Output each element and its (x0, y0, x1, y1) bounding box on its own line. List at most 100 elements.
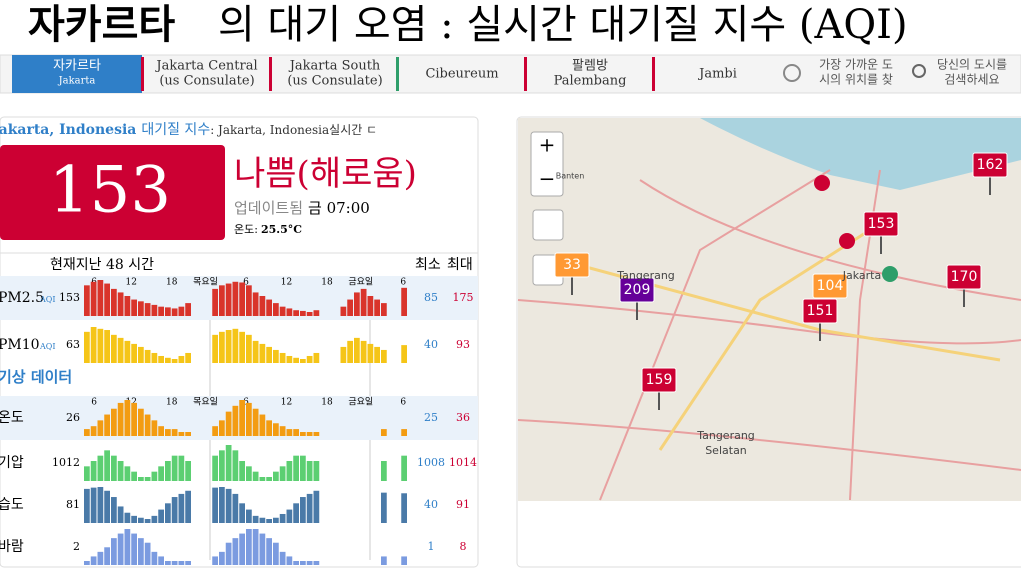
spark-bar (300, 455, 306, 481)
spark-bar (367, 343, 374, 363)
spark-bar (239, 533, 245, 565)
max-label: 최대 (447, 257, 473, 273)
spark-bar (165, 561, 171, 565)
spark-bar (374, 299, 380, 316)
marker[interactable] (812, 273, 848, 299)
spark-bar (286, 461, 293, 481)
spark-bar (151, 304, 158, 316)
spark-bar (144, 477, 151, 481)
spark-bar (144, 414, 151, 436)
time-label: 금요일 (348, 397, 373, 408)
spark-bar (104, 414, 110, 436)
spark-bar (90, 426, 97, 436)
spark-bar (273, 303, 279, 316)
spark-bar (286, 308, 293, 316)
spark-bar (279, 513, 286, 523)
spark-bar (219, 487, 225, 523)
tab-label[interactable]: Jakarta South (288, 59, 381, 74)
zoom-out[interactable]: − (539, 167, 556, 191)
map[interactable] (518, 118, 1021, 501)
tab-sub[interactable]: (us Consulate) (159, 74, 254, 89)
search-text[interactable]: 당신의 도시를 (937, 58, 1007, 72)
spark-bar (306, 493, 313, 523)
locate-text[interactable]: 가장 가까운 도 (819, 58, 893, 72)
spark-bar (111, 408, 117, 436)
spark-bar (252, 408, 259, 436)
spark-bar (178, 432, 185, 436)
marker[interactable] (619, 277, 655, 303)
marker[interactable] (554, 252, 590, 278)
tab-label[interactable]: 팔렘방 (572, 59, 608, 74)
header-part: 대기질 지수 (141, 122, 210, 138)
spark-bar (401, 556, 407, 565)
row-current: 26 (66, 411, 80, 424)
time-label: 18 (166, 398, 178, 408)
row-name: 습도 (0, 497, 24, 513)
tab-sub[interactable]: Jakarta (58, 76, 96, 87)
spark-bar (266, 346, 272, 363)
spark-bar (171, 308, 178, 316)
time-label: 12 (281, 278, 292, 288)
spark-bar (151, 471, 158, 481)
spark-bar (246, 509, 252, 523)
spark-bar (111, 455, 117, 481)
marker[interactable] (946, 264, 982, 290)
spark-bar (124, 512, 131, 523)
row-name: 기압 (0, 455, 24, 471)
spark-bar (104, 547, 110, 565)
fullscreen[interactable] (532, 209, 564, 241)
marker[interactable] (972, 152, 1008, 178)
update-time: 금 07:00 (308, 199, 370, 217)
spark-bar (293, 429, 299, 436)
marker-value: 162 (977, 157, 1004, 173)
tab-label[interactable]: Jakarta Central (154, 59, 257, 74)
spark-bar (151, 420, 158, 436)
spark-bar (239, 461, 245, 481)
station-dot[interactable] (839, 233, 855, 249)
spark-bar (144, 303, 151, 316)
time-label: 6 (400, 278, 406, 288)
search-text[interactable]: 검색하세요 (944, 73, 999, 87)
station-dot[interactable] (882, 266, 898, 282)
tab-sub[interactable]: (us Consulate) (287, 74, 382, 89)
zoom-in[interactable]: + (539, 133, 556, 157)
spark-bar (340, 346, 347, 363)
tab-label[interactable]: Jambi (697, 67, 737, 82)
tab-divider (652, 57, 655, 91)
marker[interactable] (641, 367, 677, 393)
zoom-control[interactable] (530, 131, 564, 197)
spark-bar (313, 310, 320, 316)
update-line: 업데이트됨 금 07:00 (234, 199, 370, 217)
tab-sub[interactable]: Palembang (554, 74, 627, 89)
spark-bar (286, 355, 293, 363)
spark-bar (300, 359, 306, 363)
row-current: 153 (59, 291, 80, 304)
spark-bar (313, 490, 320, 523)
place-label: Tangerang (616, 269, 675, 282)
marker[interactable] (863, 211, 899, 237)
tab-label[interactable]: Cibeureum (425, 67, 498, 82)
spark-bar (293, 503, 299, 523)
spark-bar (171, 455, 178, 481)
spark-bar (185, 352, 191, 363)
spark-bar (306, 461, 313, 481)
row-max: 1014 (449, 456, 477, 469)
spark-bar (252, 471, 259, 481)
spark-bar (293, 310, 299, 316)
spark-bar (313, 352, 320, 363)
nav-active[interactable] (12, 55, 142, 93)
spark-bar (367, 296, 374, 316)
spark-bar (259, 343, 266, 363)
spark-bar (225, 488, 232, 523)
spark-bar (212, 556, 218, 565)
time-label: 12 (281, 398, 292, 408)
station-dot[interactable] (814, 175, 830, 191)
tab-label[interactable]: 자카르타 (53, 59, 101, 74)
spark-bar (246, 529, 252, 565)
spark-bar (286, 556, 293, 565)
locate-text[interactable]: 시의 위치를 찾 (819, 73, 893, 87)
spark-bar (138, 346, 144, 363)
marker[interactable] (802, 298, 838, 324)
spark-bar (300, 561, 306, 565)
row-min: 40 (424, 498, 438, 511)
